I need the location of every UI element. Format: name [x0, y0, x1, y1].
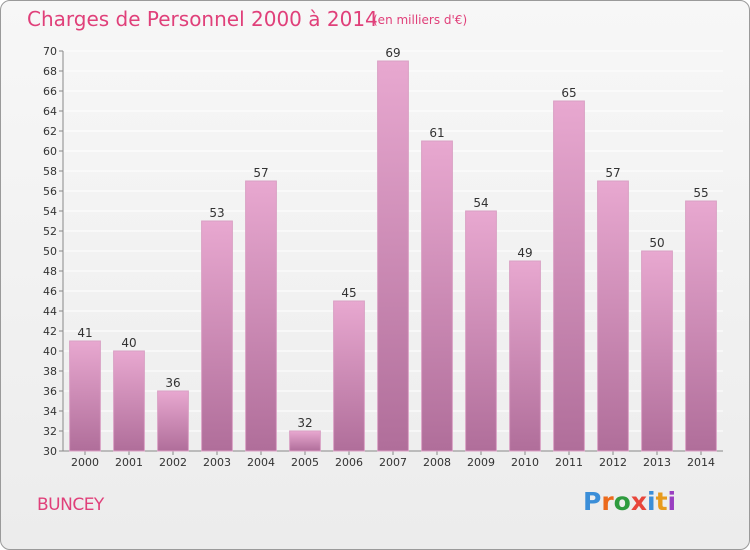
bar-2001[interactable]	[113, 350, 145, 452]
data-label: 57	[605, 166, 620, 180]
bars	[69, 60, 717, 452]
y-tick-label: 34	[43, 405, 57, 418]
bar-2006[interactable]	[333, 300, 365, 452]
data-label: 40	[121, 336, 136, 350]
data-label: 50	[649, 236, 664, 250]
bar-2014[interactable]	[685, 200, 717, 452]
brand-logo[interactable]: Proxiti	[583, 487, 676, 516]
bar-2009[interactable]	[465, 210, 497, 452]
bar-2011[interactable]	[553, 100, 585, 452]
bar-2004[interactable]	[245, 180, 277, 452]
data-label: 36	[165, 376, 180, 390]
x-tick-label: 2000	[71, 456, 99, 469]
x-tick-label: 2012	[599, 456, 627, 469]
y-tick-label: 62	[43, 125, 57, 138]
data-label: 69	[385, 46, 400, 60]
x-tick-label: 2009	[467, 456, 495, 469]
y-tick-label: 46	[43, 285, 57, 298]
brand-letter: t	[655, 487, 668, 516]
bar-2013[interactable]	[641, 250, 673, 452]
x-tick-label: 2001	[115, 456, 143, 469]
data-label: 57	[253, 166, 268, 180]
x-tick-label: 2006	[335, 456, 363, 469]
data-label: 54	[473, 196, 488, 210]
bar-2008[interactable]	[421, 140, 453, 452]
y-tick-label: 38	[43, 365, 57, 378]
bar-2012[interactable]	[597, 180, 629, 452]
data-label: 41	[77, 326, 92, 340]
data-label: 55	[693, 186, 708, 200]
brand-letter: i	[647, 487, 656, 516]
bar-2003[interactable]	[201, 220, 233, 452]
commune-name: BUNCEY	[37, 495, 104, 515]
data-label: 61	[429, 126, 444, 140]
data-label: 65	[561, 86, 576, 100]
chart-title: Charges de Personnel 2000 à 2014	[27, 7, 378, 31]
x-tick-label: 2003	[203, 456, 231, 469]
y-tick-label: 44	[43, 305, 57, 318]
y-tick-label: 42	[43, 325, 57, 338]
data-label: 53	[209, 206, 224, 220]
y-tick-label: 70	[43, 45, 57, 58]
x-tick-label: 2002	[159, 456, 187, 469]
data-label: 45	[341, 286, 356, 300]
x-tick-label: 2008	[423, 456, 451, 469]
y-tick-label: 30	[43, 445, 57, 458]
y-tick-label: 54	[43, 205, 57, 218]
bar-2007[interactable]	[377, 60, 409, 452]
y-tick-label: 68	[43, 65, 57, 78]
brand-letter: i	[667, 487, 677, 516]
y-tick-label: 56	[43, 185, 57, 198]
brand-letter: o	[613, 487, 631, 516]
data-label: 32	[297, 416, 312, 430]
x-tick-label: 2007	[379, 456, 407, 469]
x-tick-label: 2004	[247, 456, 275, 469]
y-tick-label: 58	[43, 165, 57, 178]
bar-2005[interactable]	[289, 430, 321, 452]
y-tick-label: 64	[43, 105, 57, 118]
y-tick-label: 50	[43, 245, 57, 258]
brand-letter: x	[630, 487, 647, 516]
x-tick-label: 2005	[291, 456, 319, 469]
y-tick-label: 36	[43, 385, 57, 398]
chart-subtitle: (en milliers d'€)	[373, 13, 468, 27]
data-labels: 41 40 36 53 57 32 45 69 61 54 49 65 57 50 55	[77, 46, 708, 430]
y-tick-label: 48	[43, 265, 57, 278]
brand-letter: P	[583, 487, 602, 516]
y-tick-label: 60	[43, 145, 57, 158]
x-tick-label: 2014	[687, 456, 715, 469]
y-tick-label: 66	[43, 85, 57, 98]
data-label: 49	[517, 246, 532, 260]
y-tick-label: 32	[43, 425, 57, 438]
x-tick-label: 2011	[555, 456, 583, 469]
y-tick-label: 40	[43, 345, 57, 358]
bar-2000[interactable]	[69, 340, 101, 452]
bar-2010[interactable]	[509, 260, 541, 452]
bar-2002[interactable]	[157, 390, 189, 452]
x-tick-label: 2013	[643, 456, 671, 469]
x-tick-label: 2010	[511, 456, 539, 469]
brand-letter: r	[601, 487, 614, 516]
y-tick-label: 52	[43, 225, 57, 238]
